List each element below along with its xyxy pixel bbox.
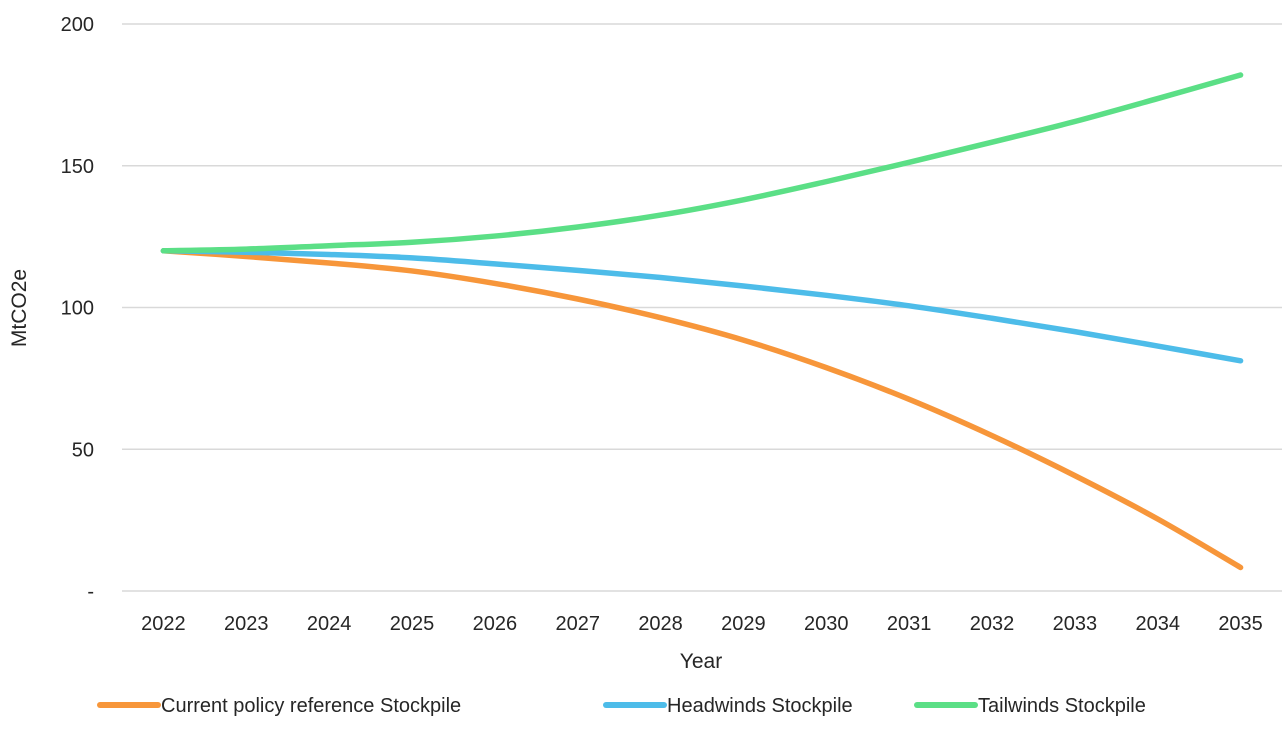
series-lines bbox=[160, 72, 1244, 571]
x-tick-label: 2024 bbox=[307, 613, 352, 635]
y-axis-label: MtCO2e bbox=[8, 269, 31, 347]
x-tick-label: 2029 bbox=[721, 613, 766, 635]
legend-label: Tailwinds Stockpile bbox=[978, 695, 1146, 717]
legend-label: Current policy reference Stockpile bbox=[161, 695, 461, 717]
gridlines bbox=[122, 23, 1282, 592]
x-tick-label: 2026 bbox=[473, 613, 518, 635]
y-tick-label: 200 bbox=[61, 14, 94, 36]
x-tick-label: 2032 bbox=[970, 613, 1015, 635]
series-line-1 bbox=[160, 248, 1244, 364]
x-tick-label: 2027 bbox=[555, 613, 600, 635]
legend: Current policy reference Stockpile Headwi… bbox=[97, 695, 1146, 717]
x-tick-label: 2022 bbox=[141, 613, 186, 635]
y-tick-label: 50 bbox=[72, 439, 94, 461]
x-tick-label: 2035 bbox=[1218, 613, 1263, 635]
x-axis-ticks: 2022 2023 2024 2025 2026 2027 2028 2029 2030 2031… bbox=[141, 613, 1263, 635]
x-axis-label: Year bbox=[680, 650, 722, 673]
x-tick-label: 2023 bbox=[224, 613, 269, 635]
x-tick-label: 2028 bbox=[638, 613, 683, 635]
x-tick-label: 2030 bbox=[804, 613, 849, 635]
y-tick-label: - bbox=[87, 581, 94, 603]
x-tick-label: 2031 bbox=[887, 613, 932, 635]
y-tick-label: 150 bbox=[61, 156, 94, 178]
series-line-0 bbox=[160, 248, 1244, 571]
y-tick-label: 100 bbox=[61, 298, 94, 320]
y-axis-ticks: - 50 100 150 200 bbox=[61, 14, 94, 603]
series-line-2 bbox=[160, 72, 1244, 254]
legend-label: Headwinds Stockpile bbox=[667, 695, 853, 717]
x-tick-label: 2025 bbox=[390, 613, 435, 635]
x-tick-label: 2033 bbox=[1053, 613, 1098, 635]
x-tick-label: 2034 bbox=[1135, 613, 1180, 635]
